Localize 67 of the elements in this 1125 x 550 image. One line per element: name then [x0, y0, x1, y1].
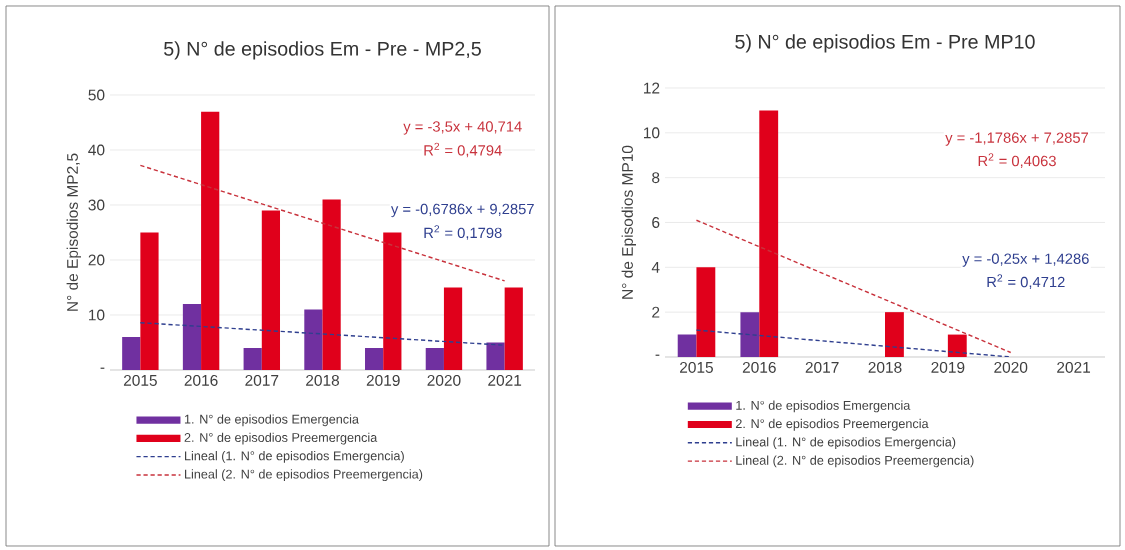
annotation: y = -1,1786x + 7,2857 — [945, 132, 1089, 146]
bar — [947, 334, 967, 357]
x-tick-label: 2021 — [1057, 361, 1091, 373]
y-tick-label: 50 — [88, 89, 105, 101]
annotation: R$^{2}$ = 0,1798 — [424, 225, 502, 240]
bar — [425, 347, 444, 370]
x-tick-label: 2015 — [123, 374, 157, 386]
bar — [759, 110, 779, 357]
y-axis-title: N° de Episodios MP2,5 — [66, 153, 81, 311]
legend-label: Lineal (1. N° de episodios Emergencia) — [736, 437, 956, 449]
x-tick-label: 2020 — [427, 374, 461, 386]
y-tick-label: 6 — [652, 217, 660, 228]
y-tick-label: 30 — [88, 199, 105, 211]
annotation: y = -3,5x + 40,714 — [403, 121, 522, 135]
legend-label: 2. N° de episodios Preemergencia — [184, 432, 378, 445]
bar — [304, 309, 323, 370]
bar — [383, 232, 402, 370]
x-tick-label: 2017 — [805, 361, 839, 373]
y-tick-label: - — [655, 354, 660, 356]
bar — [365, 347, 384, 370]
y-tick-label: 40 — [88, 144, 105, 156]
bar — [885, 312, 904, 357]
y-tick-label: 8 — [652, 172, 660, 184]
bar — [261, 210, 281, 370]
y-tick-label: - — [100, 367, 105, 369]
bar — [243, 347, 262, 370]
x-tick-label: 2015 — [680, 361, 713, 373]
x-tick-label: 2016 — [184, 374, 218, 386]
y-tick-label: 4 — [651, 262, 660, 273]
annotation: y = -0,25x + 1,4286 — [962, 253, 1089, 267]
bar — [182, 303, 202, 370]
bar — [504, 287, 523, 370]
legend-label: Lineal (1. N° de episodios Emergencia) — [185, 451, 404, 463]
y-axis-title: N° de Episodios MP10 — [621, 145, 636, 299]
legend-label: 2. N° de episodios Preemergencia — [735, 418, 929, 431]
x-tick-label: 2019 — [366, 374, 400, 386]
chart-title: 5) N° de episodios Em - Pre - MP2,5 — [164, 41, 481, 60]
x-tick-label: 2017 — [245, 374, 279, 386]
bar — [486, 342, 505, 370]
bar — [322, 199, 341, 370]
x-tick-label: 2018 — [306, 374, 340, 386]
x-tick-label: 2020 — [994, 361, 1028, 373]
x-tick-label: 2019 — [931, 361, 965, 373]
legend-label: 1. N° de episodios Emergencia — [184, 414, 359, 427]
x-tick-label: 2021 — [488, 374, 522, 386]
x-tick-label: 2016 — [742, 361, 776, 373]
y-tick-label: 2 — [652, 306, 660, 318]
bar — [443, 287, 463, 370]
bar — [140, 232, 159, 370]
annotation: R$^{2}$ = 0,4712 — [987, 274, 1065, 290]
annotation: y = -0,6786x + 9,2857 — [390, 203, 534, 218]
y-tick-label: 10 — [644, 127, 660, 139]
annotation: R$^{2}$ = 0,4063 — [978, 153, 1056, 168]
bar — [740, 312, 760, 357]
bar — [677, 334, 697, 357]
legend-label: 1. N° de episodios Emergencia — [736, 400, 911, 413]
legend-label: Lineal (2. N° de episodios Preemergencia) — [185, 469, 423, 482]
y-tick-label: 12 — [644, 82, 660, 94]
y-tick-label: 10 — [89, 309, 105, 321]
bar — [201, 111, 220, 370]
x-tick-label: 2018 — [868, 361, 902, 373]
annotation: R$^{2}$ = 0,4794 — [424, 142, 502, 158]
bar — [696, 267, 716, 357]
chart-title: 5) N° de episodios Em - Pre MP10 — [735, 34, 1035, 53]
bar — [122, 336, 141, 370]
y-tick-label: 20 — [88, 254, 105, 266]
legend-label: Lineal (2. N° de episodios Preemergencia) — [736, 455, 974, 468]
